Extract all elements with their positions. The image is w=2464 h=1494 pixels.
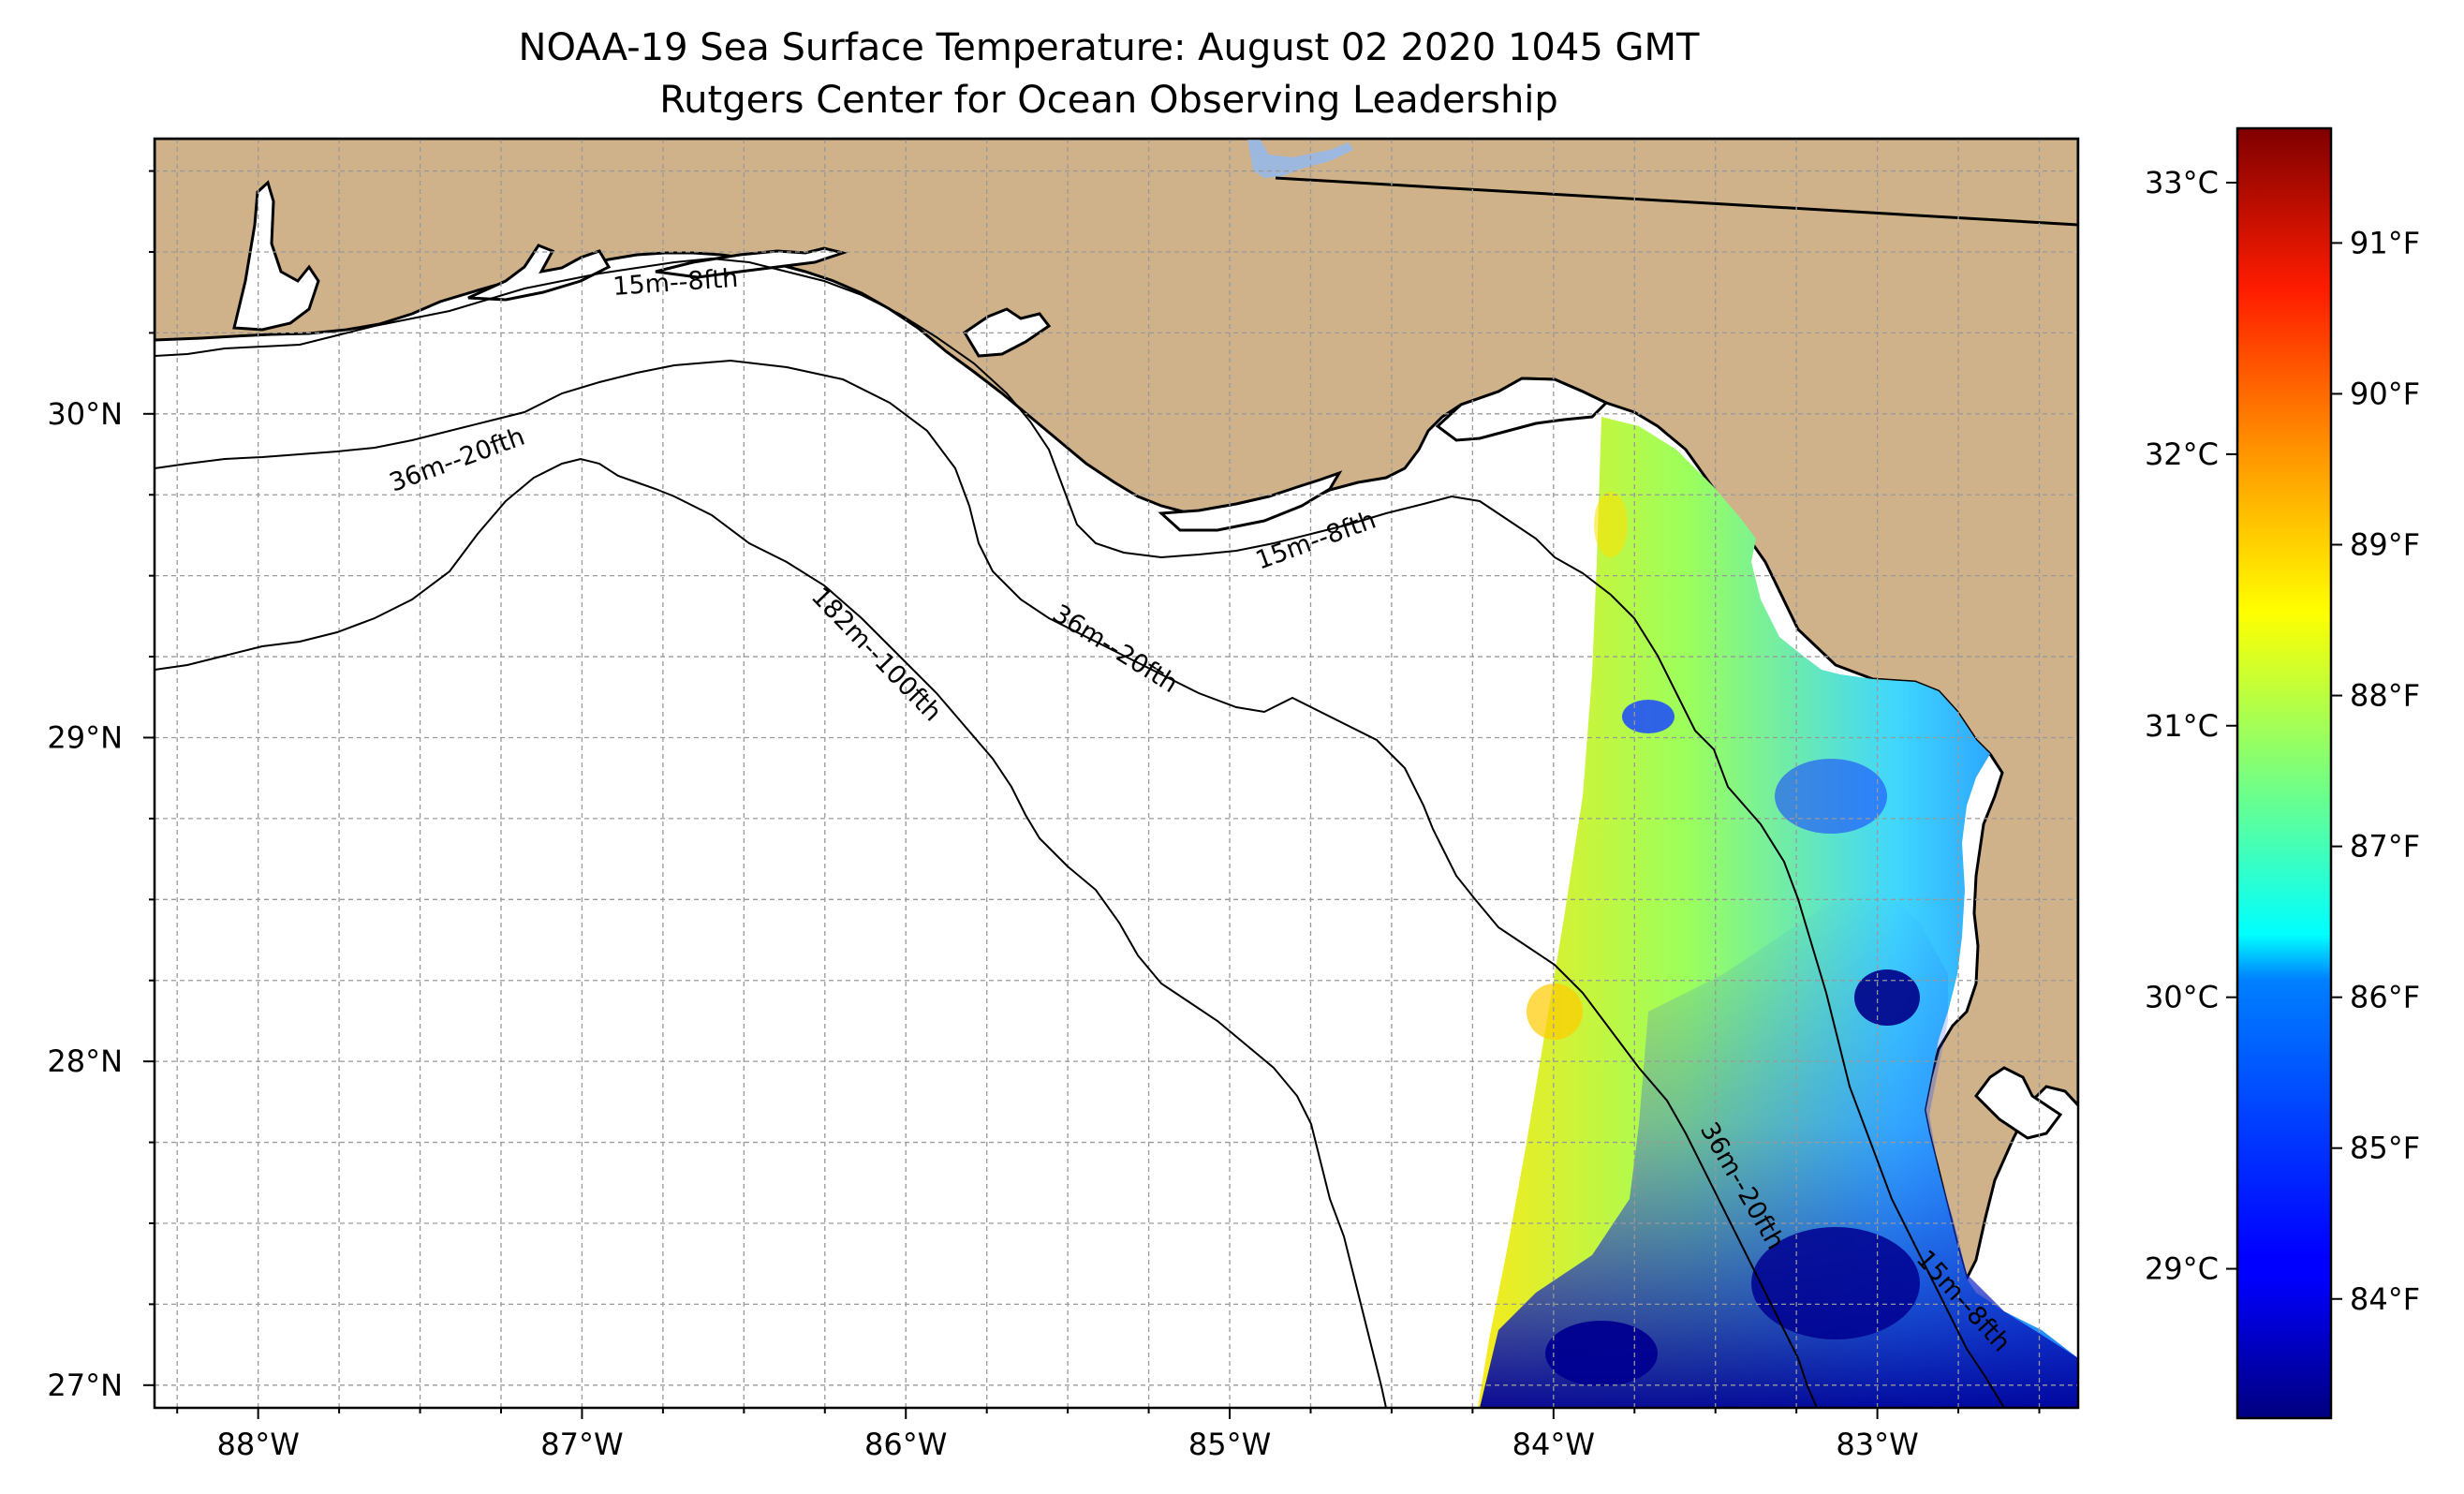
sst-warm-patch: [1527, 984, 1583, 1040]
sst-cool-patch: [1622, 700, 1675, 733]
bathymetry-contours: [155, 257, 2005, 1408]
celsius-tick-label: 29°C: [2145, 1251, 2219, 1287]
apalachee-bay: [1435, 377, 1609, 442]
celsius-tick-label: 30°C: [2145, 980, 2219, 1015]
lat-tick-label: 30°N: [47, 396, 123, 432]
gridlines: [155, 139, 2078, 1408]
sst-cool-patch: [1775, 759, 1887, 834]
sst-swath-cool-zone: [1480, 890, 2078, 1408]
celsius-tick-label: 31°C: [2145, 708, 2219, 744]
map-frame: [153, 137, 2080, 1410]
contour-182m: [155, 457, 1387, 1408]
map-axes: 88°W 87°W 86°W 85°W 84°W 83°W 30°N 29°N 28°N 27°N: [47, 170, 2041, 1462]
fahrenheit-tick-label: 87°F: [2350, 829, 2420, 865]
contour-36m: [155, 359, 1818, 1408]
lon-tick-label: 87°W: [540, 1427, 623, 1462]
map-panel: 15m--8fth 36m--20fth 15m--8fth 36m--20ft…: [47, 137, 2080, 1462]
apalachicola-bay: [1158, 470, 1343, 532]
pensacola-bay: [467, 244, 612, 302]
colorbar-ticks: 29°C 30°C 31°C 32°C 33°C 84°F 85°F 86°F 87°F 88°F…: [2145, 165, 2420, 1317]
mobile-bay: [232, 180, 320, 332]
map-subtitle: Rutgers Center for Ocean Observing Leade…: [659, 79, 1558, 122]
lat-tick-label: 28°N: [47, 1043, 123, 1079]
sst-cool-patch: [1545, 1321, 1658, 1386]
sst-warm-patch: [1594, 492, 1628, 557]
lon-tick-label: 84°W: [1512, 1427, 1595, 1462]
fahrenheit-tick-label: 88°F: [2350, 678, 2420, 714]
celsius-tick-label: 33°C: [2145, 165, 2219, 200]
lon-tick-label: 83°W: [1836, 1427, 1918, 1462]
lat-tick-label: 29°N: [47, 719, 123, 755]
fahrenheit-tick-label: 84°F: [2350, 1281, 2420, 1317]
celsius-tick-label: 32°C: [2145, 436, 2219, 472]
lon-tick-label: 88°W: [216, 1427, 299, 1462]
fahrenheit-tick-label: 90°F: [2350, 376, 2420, 411]
lake-seminole: [1247, 139, 1353, 178]
colorbar: 29°C 30°C 31°C 32°C 33°C 84°F 85°F 86°F 87°F 88°F…: [2145, 126, 2420, 1420]
contour-15m: [155, 257, 2005, 1408]
lat-tick-label: 27°N: [47, 1368, 123, 1403]
sst-cool-patch: [1854, 969, 1920, 1026]
lon-tick-label: 85°W: [1188, 1427, 1271, 1462]
fahrenheit-tick-label: 86°F: [2350, 980, 2420, 1015]
fahrenheit-tick-label: 85°F: [2350, 1131, 2420, 1166]
state-border: [1275, 176, 2078, 227]
fahrenheit-tick-label: 89°F: [2350, 527, 2420, 563]
lon-tick-label: 86°W: [864, 1427, 947, 1462]
colorbar-gradient: [2235, 126, 2333, 1420]
map-title: NOAA-19 Sea Surface Temperature: August …: [519, 26, 1700, 69]
fahrenheit-tick-label: 91°F: [2350, 225, 2420, 260]
